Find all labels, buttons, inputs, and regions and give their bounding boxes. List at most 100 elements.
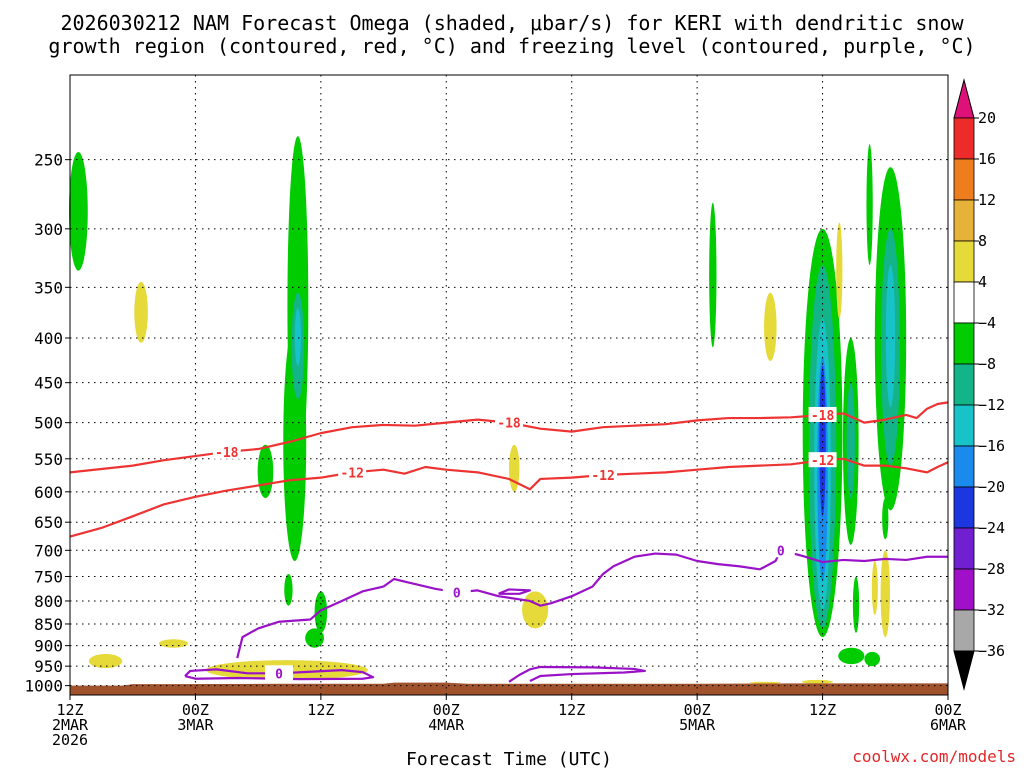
- x-tick-label: 2MAR: [52, 716, 89, 734]
- colorbar-segment: [953, 363, 975, 406]
- x-tick-label: 12Z: [558, 701, 585, 719]
- contour-label-bg: [808, 452, 837, 468]
- contour-label: -12: [591, 469, 614, 484]
- colorbar-label: 16: [978, 150, 996, 168]
- colorbar-label: −32: [978, 601, 1005, 619]
- y-tick-label: 400: [34, 329, 63, 348]
- colorbar-segment: [953, 445, 975, 488]
- x-tick-label: 4MAR: [428, 716, 465, 734]
- colorbar-label: −8: [978, 355, 996, 373]
- contour-label: 0: [275, 667, 283, 682]
- colorbar-segment: [953, 281, 975, 324]
- omega-cell: [866, 144, 873, 265]
- omega-cell: [68, 151, 88, 271]
- y-tick-label: 700: [34, 541, 63, 560]
- colorbar-segment: [953, 527, 975, 570]
- y-tick-label: 850: [34, 615, 63, 634]
- omega-cell: [257, 444, 274, 499]
- colorbar-label: −36: [978, 642, 1005, 660]
- x-tick-label: 00Z: [182, 701, 209, 719]
- x-tick-label: 12Z: [809, 701, 836, 719]
- y-tick-label: 450: [34, 374, 63, 393]
- freezing-level-contour-small: [498, 588, 532, 595]
- colorbar-segment: [953, 404, 975, 447]
- contour-label: -18: [215, 446, 239, 461]
- omega-cell: [294, 308, 301, 366]
- contour-label-bg: [766, 542, 795, 558]
- y-tick-label: 500: [34, 414, 63, 433]
- omega-cell: [284, 573, 293, 606]
- y-tick-label: 650: [34, 513, 63, 532]
- x-tick-label: 6MAR: [930, 716, 967, 734]
- colorbar-label: 20: [978, 109, 996, 127]
- source-credit: coolwx.com/models: [852, 747, 1016, 766]
- y-tick-label: 800: [34, 592, 63, 611]
- colorbar-label: −20: [978, 478, 1005, 496]
- omega-patch: [864, 651, 881, 667]
- omega-patch: [88, 653, 123, 669]
- y-tick-label: 250: [34, 151, 63, 170]
- omega-patch: [749, 681, 781, 684]
- colorbar-label: 12: [978, 191, 996, 209]
- x-tick-label: 00Z: [934, 701, 961, 719]
- title-line-1: 2026030212 NAM Forecast Omega (shaded, μ…: [60, 11, 964, 35]
- omega-cell: [709, 202, 717, 348]
- colorbar-label: 8: [978, 232, 987, 250]
- omega-cell: [764, 292, 777, 361]
- colorbar-segment: [953, 609, 975, 652]
- omega-cell: [852, 576, 860, 633]
- terrain-fill: [70, 682, 948, 695]
- colorbar-segment: [953, 322, 975, 365]
- colorbar-segment: [953, 117, 975, 160]
- dgz-minus12-contour: [69, 457, 949, 538]
- contour-label-bg: [589, 467, 618, 483]
- colorbar-top-arrow: [953, 78, 975, 119]
- omega-patch: [838, 647, 865, 665]
- y-tick-label: 300: [34, 220, 63, 239]
- omega-cell: [882, 498, 889, 540]
- colorbar-label: −24: [978, 519, 1005, 537]
- x-tick-label: 2026: [52, 731, 88, 749]
- y-tick-label: 600: [34, 483, 63, 502]
- freezing-level-contour-sfc: [508, 665, 646, 683]
- contour-label-bg: [808, 406, 837, 422]
- colorbar-bottom-arrow: [953, 650, 975, 691]
- contour-label: 0: [453, 586, 461, 601]
- contour-label: -18: [497, 417, 521, 432]
- contour-label-bg: [265, 665, 294, 681]
- contour-label-bg: [338, 464, 367, 480]
- plot-frame: [69, 74, 949, 696]
- y-tick-label: 750: [34, 567, 63, 586]
- contour-label: -18: [811, 409, 835, 424]
- omega-cell: [522, 591, 549, 629]
- contour-label: 0: [777, 544, 785, 559]
- dgz-minus18-contour: [69, 401, 949, 474]
- omega-cell: [871, 560, 878, 615]
- contour-label-bg: [212, 443, 241, 459]
- colorbar-segment: [953, 158, 975, 201]
- omega-cell: [880, 550, 890, 638]
- omega-patch: [158, 639, 189, 648]
- colorbar-label: 4: [978, 273, 987, 291]
- contour-label-bg: [442, 584, 471, 600]
- colorbar-segment: [953, 486, 975, 529]
- y-tick-label: 1000: [24, 677, 63, 696]
- freezing-level-contour-low: [184, 668, 375, 681]
- freezing-level-contour: [236, 549, 948, 659]
- x-axis-label: Forecast Time (UTC): [406, 749, 612, 768]
- contour-label: -12: [340, 466, 363, 481]
- omega-cell: [509, 444, 520, 492]
- y-tick-label: 900: [34, 637, 63, 656]
- colorbar-segment: [953, 568, 975, 611]
- x-tick-label: 00Z: [433, 701, 460, 719]
- omega-cell: [836, 222, 843, 319]
- x-tick-label: 5MAR: [679, 716, 716, 734]
- colorbar-segment: [953, 240, 975, 283]
- y-tick-label: 550: [34, 450, 63, 469]
- y-tick-label: 950: [34, 657, 63, 676]
- colorbar-label: −16: [978, 437, 1005, 455]
- x-tick-label: 12Z: [307, 701, 334, 719]
- y-tick-label: 350: [34, 278, 63, 297]
- title-line-2: growth region (contoured, red, °C) and f…: [48, 34, 976, 58]
